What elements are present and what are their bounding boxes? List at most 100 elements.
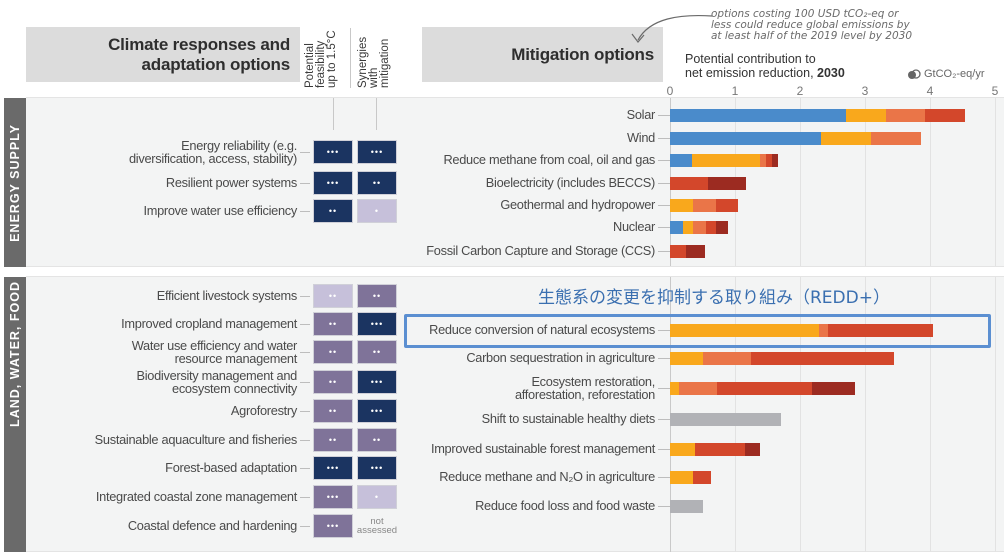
bar-segment-orange xyxy=(670,352,703,365)
bar-segment-red xyxy=(716,199,739,212)
adaptation-title-line2: adaptation options xyxy=(141,55,291,74)
feasibility-cell: ••• xyxy=(313,485,353,509)
synergy-not-assessed: not assessed xyxy=(356,516,398,536)
adaptation-option-label: Sustainable aquaculture and fisheries xyxy=(94,432,298,447)
leader-line xyxy=(658,330,670,331)
bar-segment-dark-red xyxy=(744,443,760,456)
energy-supply-panel xyxy=(26,97,1004,267)
bar-segment-orange xyxy=(845,109,886,122)
section-tab-land-water-food: LAND, WATER, FOOD xyxy=(4,277,26,552)
synergy-cell: ••• xyxy=(357,370,397,394)
bar-segment-orange xyxy=(670,199,693,212)
synergy-cell: •• xyxy=(357,428,397,452)
synergy-cell: • xyxy=(357,485,397,509)
gridline xyxy=(995,98,996,266)
synergy-cell: •• xyxy=(357,171,397,195)
leader-line xyxy=(300,526,310,527)
mitigation-header-box xyxy=(422,27,663,82)
bar-segment-red xyxy=(716,382,812,395)
mitigation-option-label: Shift to sustainable healthy diets xyxy=(481,411,656,426)
bar-segment-light-orange xyxy=(679,382,717,395)
feasibility-cell: •• xyxy=(313,340,353,364)
leader-line xyxy=(658,449,670,450)
leader-line xyxy=(658,358,670,359)
bar-segment-red xyxy=(694,443,745,456)
leader-line xyxy=(658,388,670,389)
mitigation-option-label: Wind xyxy=(627,130,655,145)
axis-title-year: 2030 xyxy=(817,66,845,80)
axis-title-line2: net emission reduction, xyxy=(685,66,818,80)
adaptation-option-label: Biodiversity management and ecosystem co… xyxy=(136,368,298,396)
feasibility-cell: ••• xyxy=(313,514,353,538)
bar-segment-blue xyxy=(670,154,693,167)
synergy-cell: ••• xyxy=(357,140,397,164)
section-label-energy-supply: ENERGY SUPPLY xyxy=(8,123,22,242)
bar-segment-dark-red xyxy=(716,221,728,234)
leader-line xyxy=(658,138,670,139)
bar-segment-orange xyxy=(692,154,760,167)
axis-title: Potential contribution to net emission r… xyxy=(685,52,845,80)
leader-line xyxy=(658,251,670,252)
feasibility-cell: •• xyxy=(313,312,353,336)
gridline xyxy=(865,98,866,266)
leader-line xyxy=(658,477,670,478)
highlight-box xyxy=(404,314,991,348)
bar-segment-gray xyxy=(670,500,704,513)
mitigation-option-label: Reduce conversion of natural ecosystems xyxy=(429,322,655,337)
feasibility-cell: •• xyxy=(313,199,353,223)
bar-segment-blue xyxy=(670,132,821,145)
x-tick-label: 5 xyxy=(991,84,999,98)
annotation-text: options costing 100 USD tCO₂-eq or less … xyxy=(711,8,912,42)
leader-line xyxy=(300,411,310,412)
bar-segment-dark-red xyxy=(707,177,747,190)
section-tab-energy-supply: ENERGY SUPPLY xyxy=(4,98,26,267)
feasibility-cell: •• xyxy=(313,399,353,423)
adaptation-header-title: Climate responses and adaptation options xyxy=(26,35,290,75)
leader-line xyxy=(658,419,670,420)
gridline xyxy=(800,98,801,266)
leader-line xyxy=(300,468,310,469)
bar-segment-light-orange xyxy=(702,352,752,365)
adaptation-option-label: Efficient livestock systems xyxy=(156,288,298,303)
bar-segment-orange xyxy=(670,471,693,484)
feasibility-cell: ••• xyxy=(313,171,353,195)
bar-segment-dark-red xyxy=(772,154,778,167)
feasibility-cell: •• xyxy=(313,284,353,308)
bar-segment-dark-red xyxy=(686,245,706,258)
synergy-cell: •• xyxy=(357,284,397,308)
leader-line xyxy=(658,183,670,184)
x-tick-label: 1 xyxy=(731,84,739,98)
leader-line xyxy=(300,440,310,441)
mitigation-option-label: Ecosystem restoration, afforestation, re… xyxy=(514,374,655,402)
feasibility-cell: •• xyxy=(313,428,353,452)
unit-label: GtCO₂-eq/yr xyxy=(924,68,985,80)
bar-segment-red xyxy=(670,177,708,190)
mitigation-option-label: Carbon sequestration in agriculture xyxy=(466,350,655,365)
annotation-arrow-icon xyxy=(631,14,713,43)
leader-line xyxy=(658,205,670,206)
bar-segment-orange xyxy=(670,324,819,337)
x-tick-label: 2 xyxy=(796,84,804,98)
adaptation-option-label: Forest-based adaptation xyxy=(165,460,297,475)
cloud-icon xyxy=(908,68,921,79)
bar-segment-red xyxy=(924,109,966,122)
section-label-land-water-food: LAND, WATER, FOOD xyxy=(8,281,22,427)
bar-segment-orange xyxy=(820,132,871,145)
mitigation-header-title: Mitigation options xyxy=(511,45,654,64)
bar-segment-red xyxy=(766,154,773,167)
bar-segment-light-orange xyxy=(870,132,921,145)
adaptation-header-box xyxy=(26,27,300,82)
leader-line xyxy=(300,324,310,325)
bar-segment-red xyxy=(692,471,711,484)
mitigation-option-label: Fossil Carbon Capture and Storage (CCS) xyxy=(426,243,655,258)
gridline xyxy=(865,277,866,552)
bar-segment-light-orange xyxy=(818,324,828,337)
bar-segment-orange xyxy=(670,443,695,456)
gridline xyxy=(930,98,931,266)
leader-line xyxy=(300,382,310,383)
bar-segment-blue xyxy=(670,109,846,122)
gridline xyxy=(800,277,801,552)
x-tick-label: 0 xyxy=(666,84,674,98)
synergies-column-header: Synergies with mitigation xyxy=(357,36,391,88)
bar-segment-red xyxy=(751,352,895,365)
